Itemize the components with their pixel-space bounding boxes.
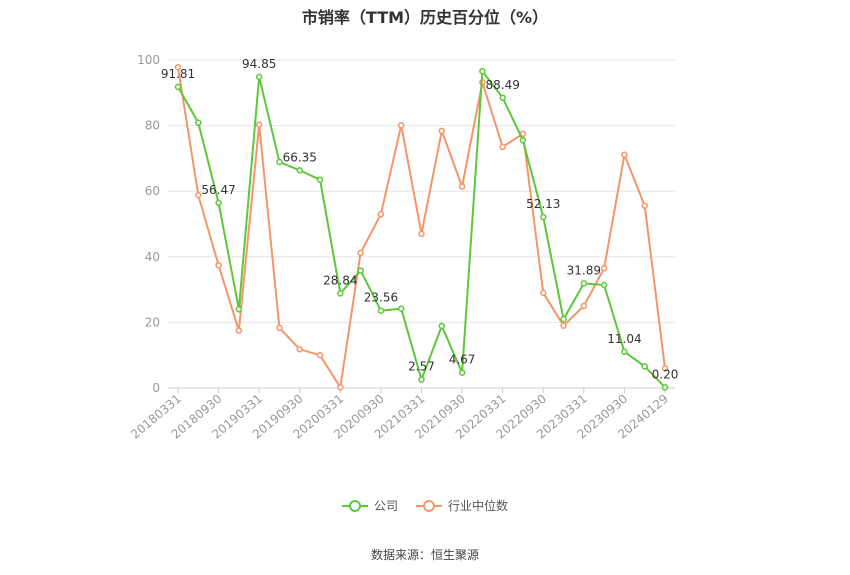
y-tick-label: 80: [145, 119, 160, 133]
x-axis: 2018033120180930201903312019093020200331…: [128, 387, 675, 442]
point-industry-median: [215, 262, 222, 269]
point-company: [479, 67, 486, 75]
point-company: [540, 213, 547, 221]
point-industry-median: [316, 351, 324, 359]
point-industry-median: [458, 183, 466, 190]
point-company: [499, 94, 506, 102]
series-layer: [174, 63, 669, 391]
y-tick-label: 100: [137, 53, 160, 67]
point-company: [235, 306, 243, 313]
point-company: [661, 384, 669, 391]
legend-item-industry-median[interactable]: 行业中位数: [416, 497, 508, 514]
point-industry-median: [397, 122, 405, 129]
point-industry-median: [276, 324, 283, 332]
data-label: 56.47: [201, 183, 235, 197]
point-industry-median: [418, 230, 425, 238]
data-label: 23.56: [364, 291, 398, 305]
data-label: 91.81: [161, 67, 195, 81]
point-industry-median: [661, 365, 669, 372]
point-industry-median: [255, 121, 263, 128]
point-company: [316, 176, 324, 183]
point-company: [519, 137, 527, 144]
point-company: [195, 119, 202, 126]
point-industry-median: [580, 302, 588, 310]
point-industry-median: [621, 151, 628, 159]
data-labels: 91.81 56.47 94.85 66.35 28.84 23.56 2.57 4.67 88…: [161, 57, 679, 381]
point-industry-median: [560, 322, 567, 329]
y-tick-label: 0: [152, 381, 160, 395]
point-company: [337, 290, 344, 297]
point-industry-median: [235, 327, 243, 334]
legend-swatch-company: [341, 499, 368, 513]
data-label: 31.89: [567, 263, 601, 277]
point-company: [215, 199, 222, 207]
legend: 公司 行业中位数: [0, 497, 850, 514]
point-industry-median: [357, 249, 364, 257]
legend-swatch-industry-median: [416, 499, 442, 513]
legend-item-company[interactable]: 公司: [341, 497, 398, 514]
point-company: [174, 83, 182, 91]
point-company: [397, 305, 405, 312]
point-company: [296, 167, 303, 174]
point-company: [458, 369, 466, 376]
data-source: 数据来源：恒生聚源: [370, 548, 479, 562]
data-label: 2.57: [408, 360, 435, 374]
point-company: [641, 363, 648, 370]
series-line-industry-median: [177, 67, 666, 391]
point-industry-median: [438, 127, 446, 135]
y-tick-label: 40: [145, 250, 160, 264]
data-label: 52.13: [526, 197, 560, 211]
point-industry-median: [600, 265, 608, 272]
point-industry-median: [499, 143, 506, 151]
point-company: [600, 281, 608, 289]
grid-lines: [168, 59, 675, 323]
point-company: [255, 73, 263, 81]
y-axis-ticks: 0 20 40 60 80 100: [137, 53, 160, 395]
data-label: 88.49: [485, 78, 519, 92]
data-label: 94.85: [242, 57, 276, 71]
legend-label-company: 公司: [373, 499, 398, 513]
point-company: [580, 280, 588, 287]
data-label: 28.84: [323, 273, 357, 287]
point-company: [418, 376, 425, 383]
legend-label-industry-median: 行业中位数: [448, 499, 509, 513]
y-tick-label: 20: [145, 315, 160, 329]
point-company: [377, 307, 385, 314]
data-label: 4.67: [449, 353, 476, 367]
point-industry-median: [641, 202, 648, 209]
point-company: [357, 267, 364, 274]
point-industry-median: [296, 346, 303, 353]
point-company: [621, 348, 628, 356]
point-company: [438, 322, 446, 330]
data-label: 0.20: [652, 367, 679, 381]
point-industry-median: [337, 384, 344, 391]
point-industry-median: [195, 191, 202, 199]
chart-title: 市销率（TTM）历史百分位（%）: [301, 8, 549, 27]
point-company: [560, 315, 567, 323]
point-company: [276, 158, 283, 166]
point-industry-median: [377, 210, 385, 218]
data-label: 11.04: [607, 332, 641, 346]
y-tick-label: 60: [145, 184, 160, 198]
point-industry-median: [174, 63, 182, 71]
point-industry-median: [540, 289, 547, 297]
data-label: 66.35: [283, 150, 317, 164]
